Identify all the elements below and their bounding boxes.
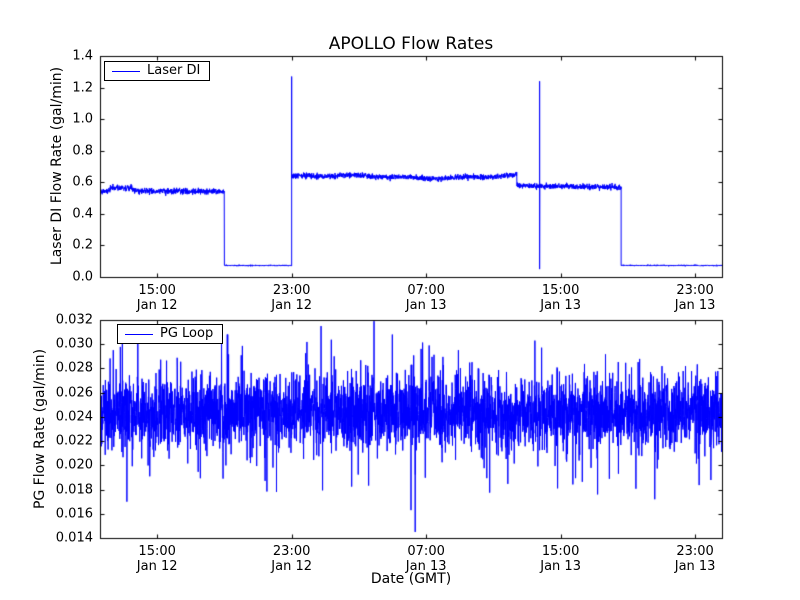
x-tick-label: 23:00 Jan 13 bbox=[674, 283, 716, 314]
x-tick-label: 15:00 Jan 12 bbox=[136, 544, 178, 575]
chart-title: APOLLO Flow Rates bbox=[328, 34, 494, 54]
y-tick-label: 0.028 bbox=[55, 360, 93, 376]
x-tick-label: 23:00 Jan 12 bbox=[271, 283, 312, 314]
y-tick-label: 1.4 bbox=[72, 48, 93, 64]
y-tick-label: 1.2 bbox=[72, 79, 93, 95]
y-tick-label: 0.6 bbox=[72, 174, 93, 190]
y-tick-label: 0.020 bbox=[55, 457, 93, 473]
legend-line-sample bbox=[125, 333, 153, 335]
x-tick-label: 15:00 Jan 13 bbox=[540, 544, 581, 575]
bottom-legend: PG Loop bbox=[117, 324, 224, 345]
bottom-y-axis-label: PG Flow Rate (gal/min) bbox=[32, 348, 48, 510]
x-tick-label: 07:00 Jan 13 bbox=[405, 283, 447, 314]
x-tick-label: 15:00 Jan 12 bbox=[136, 283, 178, 314]
y-tick-label: 0.016 bbox=[55, 506, 93, 522]
y-tick-label: 0.022 bbox=[55, 433, 93, 449]
y-tick-label: 0.8 bbox=[72, 143, 93, 159]
x-tick-label: 23:00 Jan 13 bbox=[674, 544, 716, 575]
x-tick-label: 23:00 Jan 12 bbox=[271, 544, 312, 575]
legend-label: PG Loop bbox=[160, 326, 214, 341]
legend-label: Laser DI bbox=[147, 63, 201, 78]
y-tick-label: 0.014 bbox=[55, 530, 93, 546]
y-tick-label: 0.018 bbox=[55, 481, 93, 497]
y-tick-label: 0.032 bbox=[55, 312, 93, 328]
x-tick-label: 15:00 Jan 13 bbox=[540, 283, 581, 314]
y-tick-label: 0.024 bbox=[55, 409, 93, 425]
y-tick-label: 0.026 bbox=[55, 384, 93, 400]
top-legend: Laser DI bbox=[104, 61, 211, 82]
y-tick-label: 0.4 bbox=[72, 206, 93, 222]
top-y-axis-label: Laser DI Flow Rate (gal/min) bbox=[49, 66, 65, 266]
y-tick-label: 0.2 bbox=[72, 237, 93, 253]
y-tick-label: 0.0 bbox=[72, 269, 93, 285]
x-tick-label: 07:00 Jan 13 bbox=[405, 544, 447, 575]
y-tick-label: 0.030 bbox=[55, 336, 93, 352]
y-tick-label: 1.0 bbox=[72, 111, 93, 127]
x-axis-label: Date (GMT) bbox=[370, 571, 452, 587]
legend-line-sample bbox=[112, 70, 140, 72]
